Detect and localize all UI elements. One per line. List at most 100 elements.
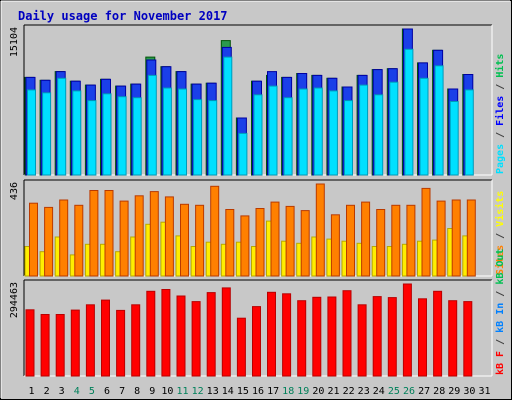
bar-kb-f-day-26 (402, 283, 412, 377)
legend-part: / (495, 333, 506, 351)
panel-2: 436 Sites / Visits (9, 179, 506, 277)
bar-sites-day-2 (44, 206, 54, 277)
bar-sites-day-3 (59, 199, 69, 277)
bars (25, 283, 473, 377)
y-max-label: 15104 (9, 27, 20, 57)
bar-kb-f-day-22 (342, 290, 352, 377)
bar-kb-f-day-5 (85, 304, 95, 377)
bar-pages-day-30 (464, 89, 474, 176)
bar-sites-day-18 (285, 205, 295, 277)
bar-pages-day-16 (253, 94, 263, 176)
x-tick-label-26: 26 (403, 386, 415, 397)
x-tick-label-12: 12 (192, 386, 204, 397)
bar-pages-day-8 (132, 97, 142, 176)
legend-part: kB F (495, 351, 506, 375)
bars (24, 28, 474, 176)
bar-pages-day-7 (117, 96, 127, 176)
bar-kb-f-day-4 (70, 309, 80, 377)
bar-sites-day-15 (240, 215, 250, 277)
x-tick-label-10: 10 (161, 386, 173, 397)
legend-part: / (495, 126, 506, 144)
bar-kb-f-day-18 (282, 293, 292, 377)
bar-kb-f-day-27 (418, 298, 427, 377)
bar-pages-day-6 (102, 93, 112, 176)
x-tick-label-19: 19 (297, 386, 309, 397)
bar-sites-day-29 (451, 199, 461, 277)
bar-sites-day-30 (466, 199, 476, 277)
bar-kb-f-day-8 (131, 304, 141, 377)
bar-sites-day-19 (300, 210, 310, 277)
y-axis-legend: Sites / Visits (494, 191, 506, 275)
panel-1: 15104 Pages / Files / Hits (9, 24, 506, 176)
bar-sites-day-21 (330, 214, 340, 277)
x-tick-label-7: 7 (119, 386, 125, 397)
x-tick-label-2: 2 (44, 386, 50, 397)
x-tick-label-21: 21 (327, 386, 339, 397)
x-tick-label-16: 16 (252, 386, 264, 397)
x-tick-label-4: 4 (74, 386, 80, 397)
bar-kb-f-day-12 (191, 301, 201, 377)
bar-kb-f-day-3 (55, 314, 65, 377)
bar-sites-day-5 (89, 190, 99, 277)
x-tick-label-13: 13 (207, 386, 219, 397)
bar-pages-day-4 (72, 90, 82, 176)
bars (24, 183, 476, 277)
x-tick-label-5: 5 (89, 386, 95, 397)
chart-title: Daily usage for November 2017 (18, 9, 228, 23)
bar-pages-day-13 (208, 100, 218, 176)
x-tick-label-28: 28 (433, 386, 445, 397)
x-tick-label-6: 6 (104, 386, 110, 397)
bar-sites-day-9 (149, 191, 159, 277)
bar-pages-day-10 (162, 87, 172, 176)
x-tick-label-3: 3 (59, 386, 65, 397)
bar-pages-day-5 (87, 100, 97, 176)
legend-part: Pages (495, 144, 506, 174)
bar-sites-day-17 (270, 201, 280, 277)
x-tick-label-17: 17 (267, 386, 279, 397)
panel-3: 294463 kB F / kB In / kB Out (9, 249, 506, 377)
bar-pages-day-9 (147, 74, 157, 176)
bar-kb-f-day-25 (387, 297, 397, 377)
bar-pages-day-26 (404, 48, 414, 176)
x-tick-label-14: 14 (222, 386, 234, 397)
x-tick-label-20: 20 (312, 386, 324, 397)
legend-part: kB In (495, 303, 506, 333)
bar-kb-f-day-2 (40, 314, 50, 377)
bar-kb-f-day-30 (463, 301, 473, 377)
bar-pages-day-25 (389, 81, 399, 176)
bar-pages-day-3 (57, 77, 67, 176)
bar-pages-day-12 (193, 99, 203, 176)
bar-pages-day-23 (359, 84, 369, 176)
bar-sites-day-16 (255, 208, 265, 277)
bar-kb-f-day-1 (25, 309, 35, 377)
x-axis-labels: 1 2 3 4 5 6 7 8 9 10 11 12 13 14 15 16 17 18 19 20 21 22 23 24 2… (28, 386, 490, 397)
x-tick-label-18: 18 (282, 386, 294, 397)
bar-pages-day-17 (268, 85, 278, 176)
bar-sites-day-7 (119, 200, 129, 277)
legend-part: Files (494, 96, 506, 126)
bar-pages-day-21 (328, 90, 338, 176)
bar-kb-f-day-21 (327, 296, 337, 377)
bar-sites-day-11 (180, 203, 189, 277)
bar-pages-day-2 (42, 92, 52, 176)
bar-sites-day-13 (210, 185, 220, 277)
legend-part: kB Out (495, 249, 506, 285)
bar-sites-day-20 (315, 183, 325, 277)
bar-sites-day-10 (164, 196, 174, 277)
bar-kb-f-day-7 (116, 309, 126, 377)
bar-kb-f-day-19 (297, 300, 307, 377)
bar-sites-day-26 (406, 204, 416, 277)
legend-part: / (495, 78, 506, 96)
x-tick-label-9: 9 (149, 386, 155, 397)
bar-pages-day-24 (374, 94, 384, 176)
bar-kb-f-day-15 (236, 317, 246, 377)
legend-part: Sites (494, 245, 506, 275)
x-tick-label-25: 25 (388, 386, 400, 397)
bar-sites-day-28 (436, 200, 446, 277)
bar-sites-day-8 (134, 195, 144, 277)
x-tick-label-1: 1 (28, 386, 34, 397)
y-max-label: 436 (9, 182, 20, 200)
bar-pages-day-18 (283, 97, 293, 176)
